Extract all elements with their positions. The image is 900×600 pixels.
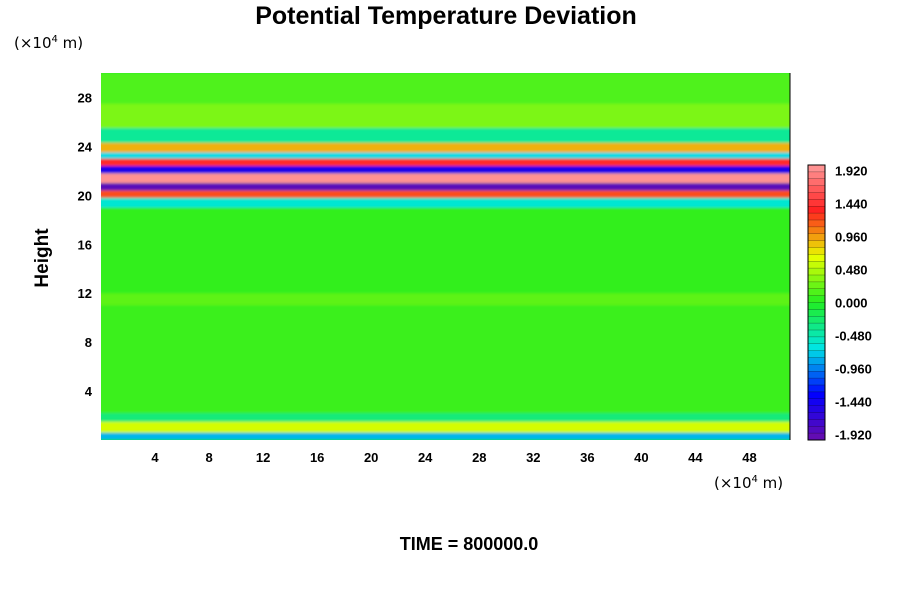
y-tick-label: 8 — [85, 335, 92, 350]
colorbar-segment — [808, 323, 825, 331]
colorbar-segment — [808, 178, 825, 186]
colorbar-tick-label: 1.920 — [835, 164, 868, 179]
field-band — [101, 293, 790, 306]
colorbar-tick-label: -0.480 — [835, 329, 872, 344]
colorbar-segment — [808, 309, 825, 317]
colorbar-segment — [808, 171, 825, 180]
colorbar-segment — [808, 350, 825, 358]
colorbar-segment — [808, 295, 825, 303]
field-band — [101, 421, 790, 433]
colorbar-segment — [808, 412, 825, 420]
colorbar-segment — [808, 405, 825, 413]
colorbar-tick-label: 0.000 — [835, 296, 868, 311]
y-axis-label: Height — [32, 228, 53, 288]
colorbar-segment — [808, 330, 825, 338]
colorbar-segment — [808, 433, 825, 441]
y-ticks: 4 8 12 16 20 24 28 — [78, 91, 93, 400]
colorbar-tick-label: 0.960 — [835, 230, 868, 245]
field-bands — [101, 73, 790, 440]
colorbar-segment — [808, 275, 825, 283]
field-band — [101, 165, 790, 174]
colorbar-segment — [808, 316, 825, 324]
colorbar-frame — [807, 164, 826, 441]
plot-area — [101, 73, 790, 440]
y-tick-label: 12 — [78, 286, 92, 301]
colorbar-segment — [808, 281, 825, 290]
colorbar-tick-label: -1.920 — [835, 428, 872, 443]
colorbar-segment — [808, 385, 825, 393]
y-tick-label: 4 — [85, 384, 93, 399]
y-tick-label: 24 — [78, 139, 93, 154]
x-tick-label: 40 — [634, 450, 648, 465]
colorbar-segment — [808, 288, 825, 296]
colorbar-segment — [808, 192, 825, 200]
x-tick-label: 12 — [256, 450, 270, 465]
colorbar-segment — [808, 213, 825, 221]
colorbar-segment — [808, 165, 825, 173]
field-band — [101, 142, 790, 153]
colorbar-segment — [808, 247, 825, 255]
colorbar-segment — [808, 371, 825, 379]
colorbar-segment — [808, 302, 825, 310]
field-band — [101, 183, 790, 191]
colorbar-segment — [808, 357, 825, 365]
x-tick-label: 28 — [472, 450, 486, 465]
colorbar-segment — [808, 233, 825, 241]
y-unit-label: (×104 m) — [14, 34, 83, 52]
field-band — [101, 190, 790, 198]
colorbar-tick-label: -0.960 — [835, 362, 872, 377]
colorbar-segment — [808, 364, 825, 372]
x-tick-label: 4 — [151, 450, 159, 465]
colorbar-segment — [808, 419, 825, 427]
colorbar-labels: 1.920 1.440 0.960 0.480 0.000 -0.480 -0.960 -1.… — [835, 164, 872, 443]
colorbar-segment — [808, 199, 825, 207]
field-band — [101, 128, 790, 143]
colorbar-segment — [808, 261, 825, 269]
colorbar-segment — [808, 391, 825, 400]
x-tick-label: 8 — [205, 450, 212, 465]
colorbar-tick-label: 0.480 — [835, 263, 868, 278]
time-label: TIME = 800000.0 — [400, 534, 539, 554]
x-tick-label: 32 — [526, 450, 540, 465]
y-tick-label: 28 — [78, 91, 92, 106]
colorbar-segment — [808, 378, 825, 386]
colorbar-segment — [808, 220, 825, 228]
y-tick-label: 16 — [78, 237, 92, 252]
x-tick-label: 20 — [364, 450, 378, 465]
x-tick-label: 36 — [580, 450, 594, 465]
field-band — [101, 207, 790, 294]
colorbar-segment — [808, 268, 825, 276]
field-band — [101, 103, 790, 129]
x-tick-label: 44 — [688, 450, 703, 465]
field-band — [101, 413, 790, 422]
field-band — [101, 305, 790, 414]
colorbar-tick-label: 1.440 — [835, 197, 868, 212]
field-band — [101, 173, 790, 184]
colorbar-segment — [808, 343, 825, 351]
colorbar-segment — [808, 254, 825, 262]
x-ticks: 4 8 12 16 20 24 28 32 36 40 44 48 — [151, 450, 756, 465]
colorbar-segment — [808, 398, 825, 406]
colorbar-segment — [808, 336, 825, 345]
x-unit-label: (×104 m) — [714, 474, 783, 492]
field-band — [101, 158, 790, 166]
chart-title: Potential Temperature Deviation — [255, 2, 637, 30]
colorbar-segment — [808, 240, 825, 248]
colorbar — [807, 164, 826, 441]
y-tick-label: 20 — [78, 188, 92, 203]
colorbar-segment — [808, 206, 825, 214]
field-band — [101, 197, 790, 208]
colorbar-segment — [808, 185, 825, 193]
x-tick-label: 24 — [418, 450, 433, 465]
colorbar-segment — [808, 426, 825, 434]
colorbar-tick-label: -1.440 — [835, 395, 872, 410]
x-tick-label: 16 — [310, 450, 324, 465]
field-band — [101, 152, 790, 159]
field-band — [101, 73, 790, 104]
x-tick-label: 48 — [742, 450, 756, 465]
field-band — [101, 432, 790, 440]
colorbar-segment — [808, 226, 825, 235]
